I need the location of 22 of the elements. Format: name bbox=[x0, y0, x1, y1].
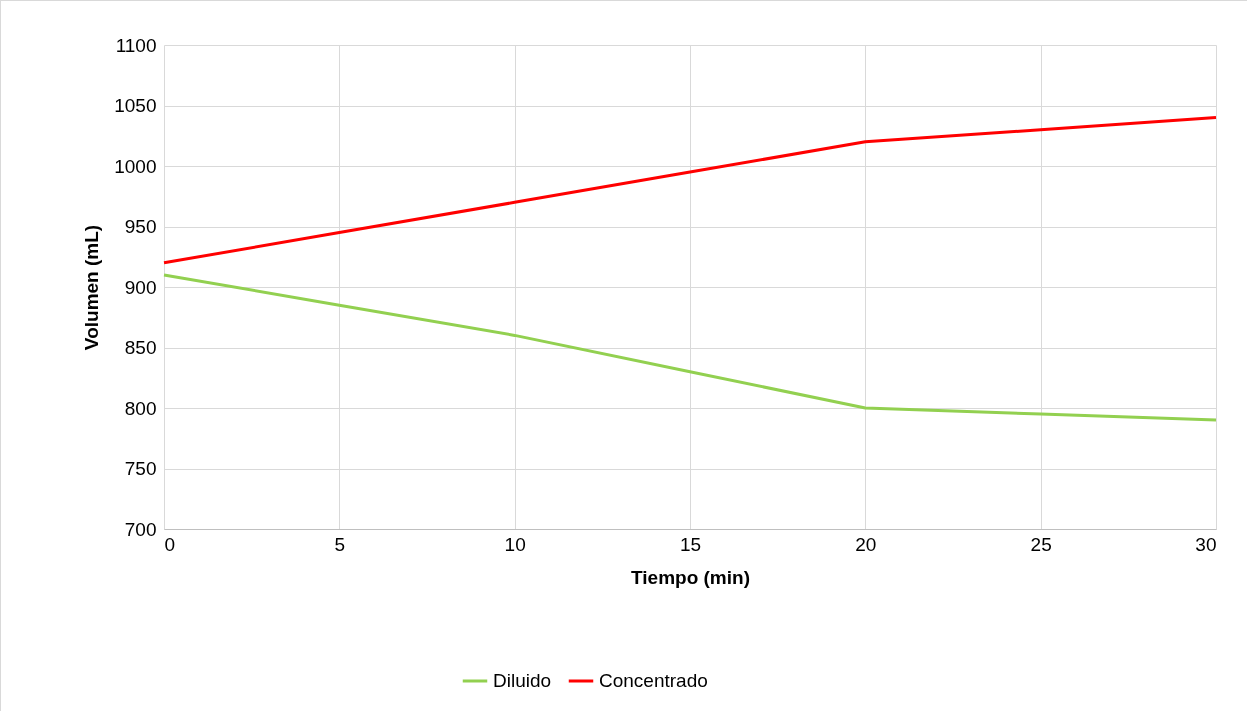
y-tick-label: 750 bbox=[124, 458, 157, 479]
legend-label: Concentrado bbox=[599, 670, 708, 691]
line-series bbox=[162, 273, 1218, 422]
y-tick-label: 1100 bbox=[115, 34, 157, 56]
x-tick-label: 25 bbox=[1030, 533, 1052, 555]
x-tick-label: 10 bbox=[504, 533, 526, 555]
y-tick-label: 1050 bbox=[114, 95, 157, 116]
y-axis-title: Volumen (mL) bbox=[81, 224, 103, 351]
y-tick-label: 800 bbox=[124, 397, 157, 419]
x-axis-title: Tiempo (min) bbox=[631, 566, 750, 588]
x-tick-label: 0 bbox=[164, 533, 176, 555]
x-tick-label: 15 bbox=[679, 533, 702, 555]
x-tick-label: 30 bbox=[1195, 533, 1217, 555]
y-tick-label: 950 bbox=[124, 216, 157, 237]
y-tick-label: 700 bbox=[124, 518, 157, 540]
x-tick-label: 20 bbox=[855, 533, 877, 555]
y-tick-label: 850 bbox=[124, 337, 157, 358]
legend-label: Diluido bbox=[493, 670, 552, 691]
y-tick-label: 1000 bbox=[114, 155, 157, 177]
line-series bbox=[162, 116, 1218, 265]
y-tick-label: 900 bbox=[124, 276, 157, 298]
x-tick-label: 5 bbox=[334, 533, 346, 555]
